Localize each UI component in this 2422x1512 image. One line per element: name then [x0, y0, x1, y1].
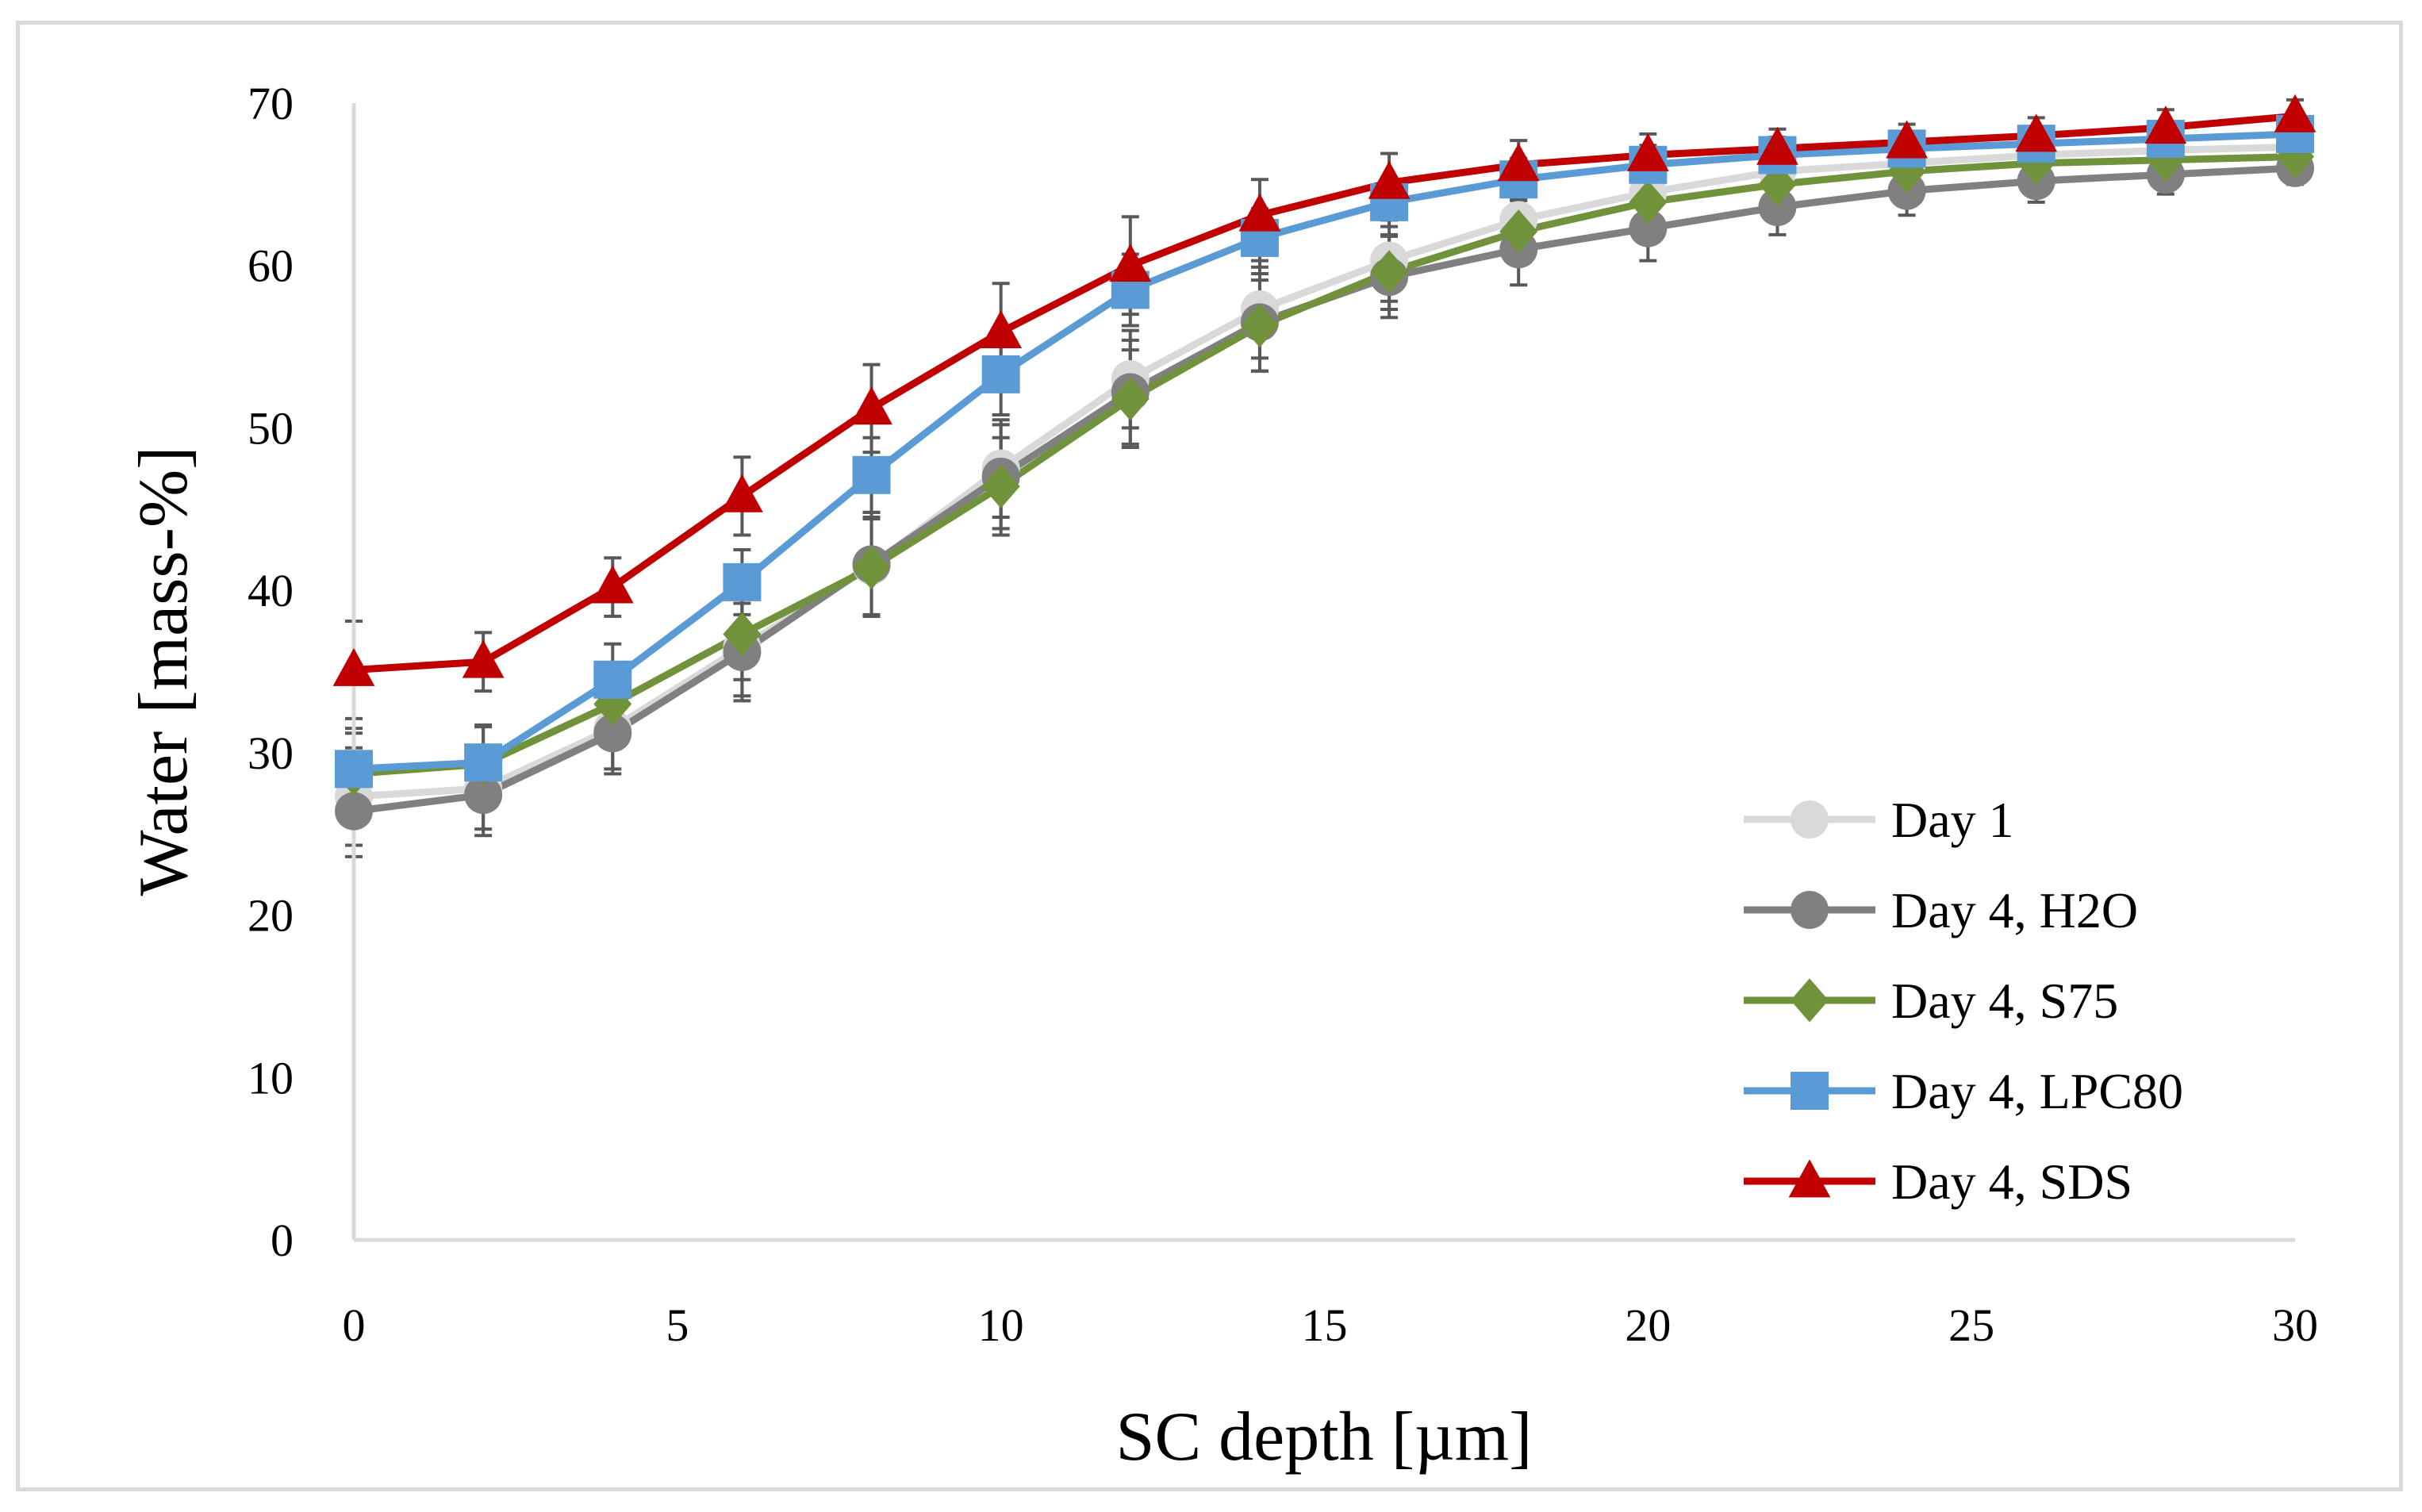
x-tick-label: 0: [343, 1299, 366, 1351]
chart-frame: [16, 21, 2403, 1491]
x-tick-label: 10: [978, 1299, 1024, 1351]
data-point-day-4-lpc80: [464, 743, 503, 782]
data-point-day-4-sds: [1626, 132, 1669, 171]
data-point-day-4-s75: [1111, 376, 1150, 421]
x-tick-label: 25: [1948, 1299, 1994, 1351]
y-tick-label: 50: [248, 402, 294, 454]
data-point-day-4-sds: [2274, 94, 2316, 132]
x-tick-label: 20: [1625, 1299, 1671, 1351]
data-point-day-4-s75: [852, 545, 891, 590]
data-point-day-4-sds: [462, 639, 505, 678]
legend-marker-day-4-s75: [1791, 978, 1829, 1023]
legend-label-day-4-sds: Day 4, SDS: [1891, 1153, 2132, 1210]
data-point-day-4-s75: [1499, 209, 1538, 254]
data-point-day-4-lpc80: [723, 562, 762, 601]
data-point-day-4-sds: [332, 647, 375, 686]
data-point-day-4-s75: [1240, 303, 1279, 348]
series-line-day-4-lpc80: [353, 130, 2296, 773]
data-point-day-4-s75: [981, 464, 1020, 508]
legend-label-day-4-lpc80: Day 4, LPC80: [1891, 1063, 2183, 1119]
data-point-day-4-s75: [593, 681, 632, 727]
data-point-day-4-lpc80: [593, 660, 632, 699]
y-tick-labels: 0 10 20 30 40 50 60 70: [248, 78, 294, 1266]
data-point-day-4-sds: [1886, 120, 1928, 159]
y-tick-label: 60: [248, 240, 294, 292]
legend-marker-day-4-sds: [1788, 1159, 1831, 1198]
y-axis-title: Water [mass-%]: [125, 446, 202, 896]
series-line-day-4-sds: [353, 112, 2296, 673]
data-point-day-4-sds: [850, 386, 892, 425]
legend-label-day-4-h2o: Day 4, H2O: [1891, 882, 2138, 938]
data-point-day-4-s75: [1629, 180, 1668, 224]
x-tick-label: 15: [1302, 1299, 1348, 1351]
data-point-day-4-sds: [1756, 126, 1798, 165]
data-point-day-4-h2o: [1629, 209, 1668, 248]
data-point-day-4-lpc80: [335, 750, 373, 789]
series-lines: [353, 112, 2296, 815]
data-point-day-4-h2o: [593, 714, 632, 753]
y-tick-label: 10: [248, 1052, 294, 1103]
legend-marker-day-4-lpc80: [1791, 1072, 1829, 1110]
data-point-day-4-sds: [1497, 143, 1540, 182]
x-tick-label: 5: [666, 1299, 689, 1351]
legend-marker-day-1: [1791, 800, 1829, 839]
data-point-day-4-h2o: [1758, 188, 1797, 227]
data-point-day-4-sds: [721, 474, 763, 512]
data-point-day-4-sds: [1238, 193, 1281, 232]
legend-label-day-4-s75: Day 4, S75: [1891, 973, 2118, 1029]
x-tick-label: 30: [2272, 1299, 2318, 1351]
y-tick-label: 40: [248, 565, 294, 616]
y-tick-label: 70: [248, 78, 294, 129]
data-point-day-4-sds: [591, 565, 634, 604]
error-bars: [345, 98, 2304, 858]
x-axis-title: SC depth [µm]: [1116, 1399, 1533, 1476]
data-point-day-4-s75: [723, 612, 762, 657]
data-point-day-4-s75: [1370, 250, 1409, 294]
y-tick-label: 0: [271, 1215, 294, 1266]
data-point-day-4-lpc80: [981, 355, 1020, 393]
series-line-day-4-s75: [353, 153, 2296, 777]
y-tick-label: 30: [248, 727, 294, 779]
data-point-day-4-sds: [1109, 244, 1152, 282]
series-markers: [332, 94, 2316, 831]
data-point-day-4-sds: [2144, 106, 2187, 144]
series-line-day-4-h2o: [353, 164, 2296, 815]
x-tick-labels: 0 5 10 15 20 25 30: [343, 1299, 2319, 1351]
data-point-day-4-h2o: [335, 792, 373, 831]
data-point-day-4-sds: [2015, 113, 2058, 152]
legend-label-day-1: Day 1: [1891, 792, 2014, 848]
data-point-day-4-lpc80: [852, 455, 891, 494]
legend: Day 1 Day 4, H2O Day 4, S75 Day 4, LPC80 Day…: [1744, 792, 2183, 1210]
y-tick-label: 20: [248, 890, 294, 942]
data-point-day-4-sds: [1368, 160, 1411, 199]
legend-marker-day-4-h2o: [1791, 891, 1829, 929]
data-point-day-4-sds: [980, 310, 1023, 349]
data-point-day-4-h2o: [464, 776, 503, 815]
series-line-day-1: [353, 143, 2296, 800]
